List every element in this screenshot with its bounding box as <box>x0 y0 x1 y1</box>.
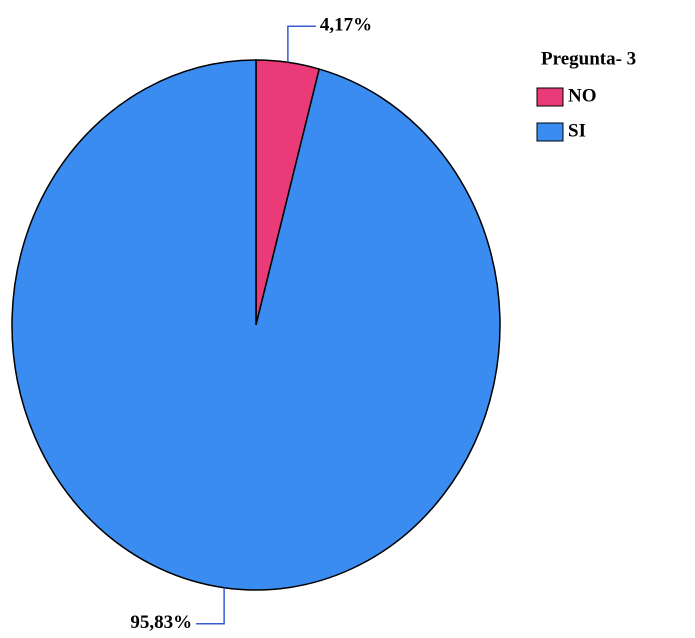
leader-line <box>287 25 316 63</box>
data-label: 4,17% <box>320 15 372 36</box>
legend-label: NO <box>568 85 597 106</box>
legend-title: Pregunta- 3 <box>541 48 636 69</box>
legend-swatch <box>536 122 564 142</box>
legend-label: SI <box>568 120 586 141</box>
leader-line <box>196 587 225 625</box>
legend-swatch <box>536 87 564 107</box>
data-label: 95,83% <box>130 612 192 633</box>
pie-slice <box>11 59 501 591</box>
